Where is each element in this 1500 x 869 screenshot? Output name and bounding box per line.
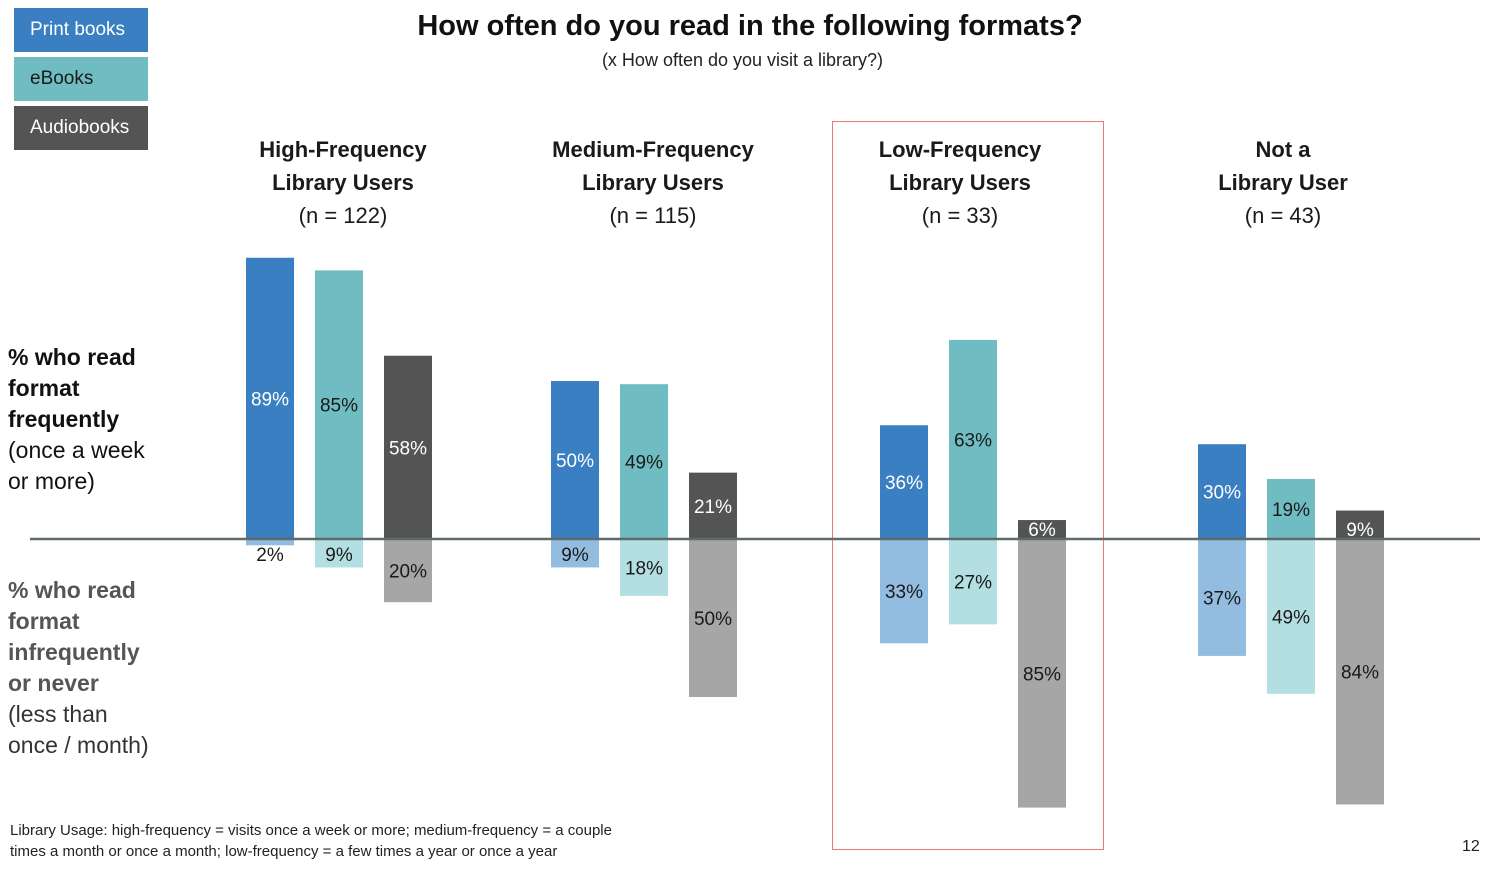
- bar-audio-infrequent: [1018, 539, 1066, 808]
- group-sample-size: (n = 33): [921, 203, 999, 228]
- group-title-line2: Library Users: [272, 170, 414, 195]
- bar-print-infrequent: [246, 539, 294, 546]
- group-title-line2: Library Users: [582, 170, 724, 195]
- group-header-medium: Medium-Frequency Library Users (n = 115): [523, 133, 783, 232]
- page-number: 12: [1462, 838, 1480, 855]
- bar-ebooks-frequent: [1267, 478, 1315, 539]
- frequent-label-line: % who read: [8, 344, 136, 370]
- page-subtitle: (x How often do you visit a library?): [601, 50, 884, 70]
- page-title: How often do you read in the following f…: [417, 10, 1083, 42]
- bar-audio-frequent: [384, 355, 432, 539]
- bar-print-frequent: [246, 257, 294, 539]
- legend-audiobooks: Audiobooks: [14, 106, 148, 150]
- bar-print-frequent: [551, 381, 599, 539]
- bar-label-print-infrequent: 33%: [885, 582, 923, 603]
- group-header-nonuser: Not a Library User (n = 43): [1153, 133, 1413, 232]
- footnote-line: Library Usage: high-frequency = visits o…: [10, 822, 612, 839]
- group-sample-size: (n = 43): [1244, 203, 1322, 228]
- group-title-line2: Library User: [1218, 170, 1348, 195]
- bar-label-ebooks-infrequent: 27%: [954, 573, 992, 594]
- bar-label-print-frequent: 89%: [251, 389, 289, 410]
- bar-audio-infrequent: [384, 539, 432, 603]
- infrequent-label-line: or never: [8, 670, 99, 696]
- group-title-line2: Library Users: [889, 170, 1031, 195]
- bar-audio-infrequent: [1336, 539, 1384, 805]
- bar-audio-infrequent: [689, 539, 737, 697]
- group-sample-size: (n = 122): [298, 203, 388, 228]
- bar-label-print-infrequent: 2%: [256, 545, 284, 566]
- group-sample-size: (n = 115): [609, 203, 697, 228]
- bar-ebooks-infrequent: [620, 539, 668, 596]
- bar-audio-frequent: [1018, 520, 1066, 539]
- infrequent-axis-label: % who read format infrequently or never …: [8, 575, 149, 761]
- bar-ebooks-infrequent: [315, 539, 363, 568]
- bar-print-infrequent: [1198, 539, 1246, 656]
- bar-label-audio-frequent: 21%: [694, 497, 732, 518]
- frequent-label-line: format: [8, 375, 80, 401]
- group-title-line1: Medium-Frequency: [552, 137, 754, 162]
- bar-label-print-frequent: 30%: [1203, 483, 1241, 504]
- bar-ebooks-infrequent: [1267, 539, 1315, 694]
- bar-label-ebooks-frequent: 85%: [320, 396, 358, 417]
- bar-print-frequent: [880, 425, 928, 539]
- bar-ebooks-infrequent: [949, 539, 997, 625]
- bar-label-print-infrequent: 37%: [1203, 588, 1241, 609]
- highlight-box: [832, 121, 1104, 850]
- bar-label-audio-infrequent: 85%: [1023, 664, 1061, 685]
- bar-ebooks-frequent: [315, 270, 363, 539]
- bar-label-print-infrequent: 9%: [561, 545, 589, 566]
- legend-print-books: Print books: [14, 8, 148, 52]
- infrequent-label-line: % who read: [8, 577, 136, 603]
- legend-ebooks: eBooks: [14, 57, 148, 101]
- frequent-label-line: (once a week: [8, 437, 145, 463]
- bar-label-print-frequent: 50%: [556, 451, 594, 472]
- infrequent-label-line: format: [8, 608, 80, 634]
- bar-ebooks-frequent: [949, 339, 997, 539]
- bar-print-frequent: [1198, 444, 1246, 539]
- bar-label-ebooks-infrequent: 18%: [625, 558, 663, 579]
- group-header-high: High-Frequency Library Users (n = 122): [213, 133, 473, 232]
- infrequent-label-line: infrequently: [8, 639, 140, 665]
- footnote-line: times a month or once a month; low-frequ…: [10, 843, 558, 860]
- bar-audio-frequent: [689, 472, 737, 539]
- bar-label-print-frequent: 36%: [885, 473, 923, 494]
- group-header-low: Low-Frequency Library Users (n = 33): [830, 133, 1090, 232]
- bar-label-audio-frequent: 9%: [1346, 520, 1374, 541]
- bar-label-audio-infrequent: 20%: [389, 562, 427, 583]
- bar-label-ebooks-frequent: 19%: [1272, 500, 1310, 521]
- group-title-line1: Not a: [1255, 137, 1311, 162]
- bar-label-ebooks-infrequent: 49%: [1272, 607, 1310, 628]
- bar-print-infrequent: [880, 539, 928, 644]
- bar-label-ebooks-frequent: 63%: [954, 430, 992, 451]
- infrequent-label-line: once / month): [8, 732, 149, 758]
- bar-audio-frequent: [1336, 510, 1384, 539]
- group-title-line1: High-Frequency: [259, 137, 427, 162]
- frequent-axis-label: % who read format frequently (once a wee…: [8, 342, 145, 497]
- bar-ebooks-frequent: [620, 384, 668, 539]
- group-title-line1: Low-Frequency: [878, 137, 1042, 162]
- bar-label-ebooks-infrequent: 9%: [325, 545, 353, 566]
- bar-label-audio-frequent: 58%: [389, 438, 427, 459]
- bar-print-infrequent: [551, 539, 599, 568]
- bar-label-audio-infrequent: 84%: [1341, 663, 1379, 684]
- bar-label-audio-infrequent: 50%: [694, 609, 732, 630]
- bar-label-audio-frequent: 6%: [1028, 520, 1056, 541]
- frequent-label-line: or more): [8, 468, 95, 494]
- infrequent-label-line: (less than: [8, 701, 108, 727]
- bar-label-ebooks-frequent: 49%: [625, 453, 663, 474]
- footnote: Library Usage: high-frequency = visits o…: [10, 820, 770, 862]
- frequent-label-line: frequently: [8, 406, 120, 432]
